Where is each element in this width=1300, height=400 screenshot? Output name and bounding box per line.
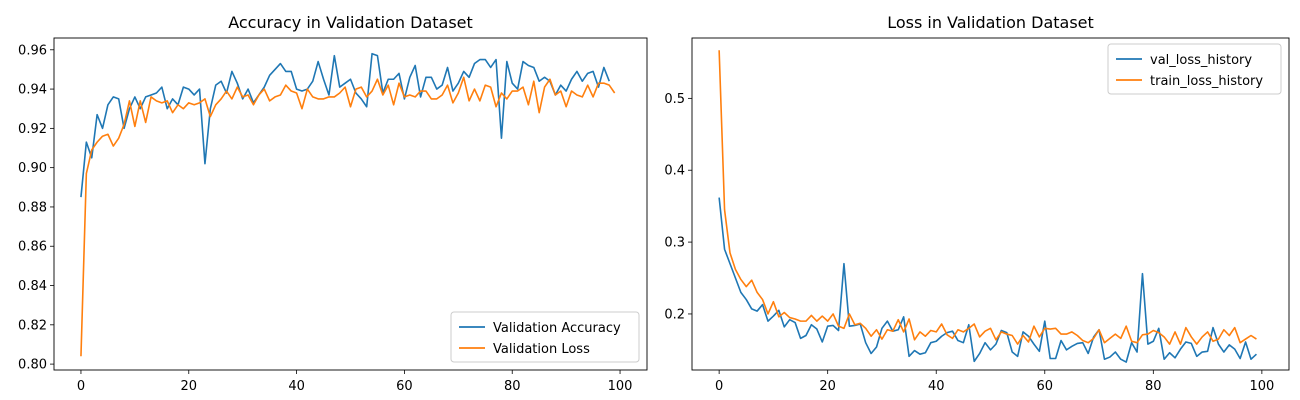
y-tick-label: 0.5 xyxy=(664,92,685,107)
y-tick-label: 0.3 xyxy=(664,236,685,251)
x-tick-label: 20 xyxy=(819,379,836,394)
x-tick-label: 100 xyxy=(608,379,633,394)
y-tick-label: 0.90 xyxy=(18,161,47,176)
y-tick-label: 0.84 xyxy=(18,279,47,294)
accuracy-plot: Accuracy in Validation Dataset 0 20 40 60 80 1… xyxy=(18,13,648,394)
chart-title: Loss in Validation Dataset xyxy=(887,13,1094,32)
series-line-validation-loss xyxy=(80,76,616,357)
series-line-validation-accuracy xyxy=(80,52,611,198)
series-line-val-loss-history xyxy=(718,197,1257,363)
x-tick-label: 60 xyxy=(396,379,413,394)
x-tick-label: 40 xyxy=(288,379,305,394)
x-tick-label: 60 xyxy=(1036,379,1053,394)
y-tick-label: 0.94 xyxy=(18,83,47,98)
y-tick-label: 0.2 xyxy=(664,307,685,322)
legend-label: train_loss_history xyxy=(1150,74,1263,89)
x-tick-label: 100 xyxy=(1249,379,1274,394)
y-tick-label: 0.4 xyxy=(664,164,685,179)
loss-plot: Loss in Validation Dataset 0 20 40 60 80 100 0.… xyxy=(664,13,1290,394)
y-tick-label: 0.96 xyxy=(18,43,47,58)
legend-box xyxy=(450,311,640,363)
legend-label: Validation Accuracy xyxy=(493,321,621,336)
x-tick-label: 40 xyxy=(928,379,945,394)
legend-label: val_loss_history xyxy=(1150,53,1252,68)
y-tick-label: 0.80 xyxy=(18,358,47,373)
y-tick-label: 0.88 xyxy=(18,200,47,215)
y-tick-label: 0.86 xyxy=(18,240,47,255)
legend-label: Validation Loss xyxy=(493,342,590,357)
legend-box xyxy=(1107,43,1282,95)
chart-title: Accuracy in Validation Dataset xyxy=(228,13,473,32)
x-tick-label: 20 xyxy=(180,379,197,394)
y-tick-label: 0.92 xyxy=(18,122,47,137)
x-tick-label: 80 xyxy=(1145,379,1162,394)
series-line-train-loss-history xyxy=(718,50,1257,345)
x-tick-label: 80 xyxy=(504,379,521,394)
x-tick-label: 0 xyxy=(77,379,85,394)
y-tick-label: 0.82 xyxy=(18,318,47,333)
plot-frame xyxy=(53,37,648,371)
x-tick-label: 0 xyxy=(715,379,723,394)
plot-frame xyxy=(691,37,1290,371)
